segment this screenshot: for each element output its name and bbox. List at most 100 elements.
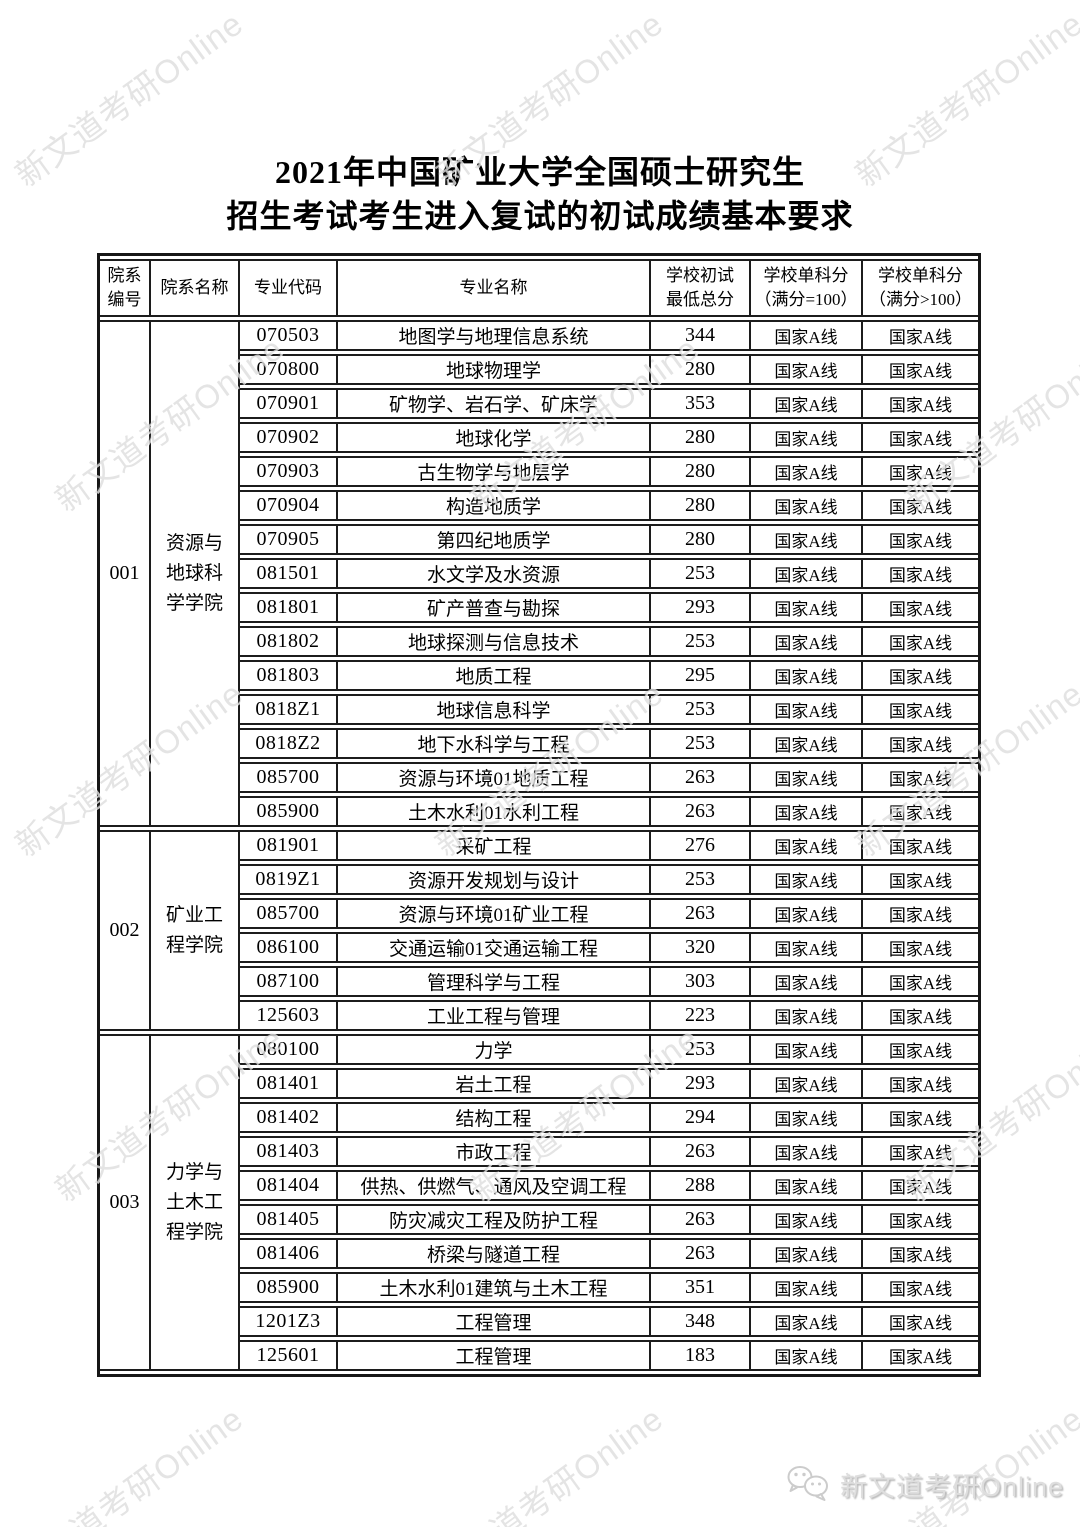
major-code-cell: 070904: [240, 490, 338, 521]
min-total-score-cell: 280: [651, 456, 751, 487]
major-name-cell: 资源开发规划与设计: [338, 864, 651, 895]
major-name-cell: 市政工程: [338, 1136, 651, 1167]
min-total-score-cell: 353: [651, 388, 751, 419]
single-subject-eq100-cell: 国家A线: [751, 490, 863, 521]
single-subject-eq100-cell: 国家A线: [751, 898, 863, 929]
table-row: 081801 矿产普查与勘探 293 国家A线 国家A线: [100, 592, 978, 623]
single-subject-gt100-cell: 国家A线: [863, 1272, 978, 1303]
table-row: 1201Z3 工程管理 348 国家A线 国家A线: [100, 1306, 978, 1337]
major-code-cell: 081801: [240, 592, 338, 623]
single-subject-gt100-cell: 国家A线: [863, 864, 978, 895]
single-subject-gt100-cell: 国家A线: [863, 898, 978, 929]
single-subject-gt100-cell: 国家A线: [863, 1340, 978, 1371]
header-single-eq100: 学校单科分 （满分=100）: [751, 259, 863, 317]
single-subject-eq100-cell: 国家A线: [751, 830, 863, 861]
major-name-cell: 矿产普查与勘探: [338, 592, 651, 623]
single-subject-gt100-cell: 国家A线: [863, 1068, 978, 1099]
single-subject-eq100-cell: 国家A线: [751, 932, 863, 963]
single-subject-eq100-cell: 国家A线: [751, 1034, 863, 1065]
major-name-cell: 工程管理: [338, 1306, 651, 1337]
major-code-cell: 125601: [240, 1340, 338, 1371]
major-code-cell: 081404: [240, 1170, 338, 1201]
single-subject-eq100-cell: 国家A线: [751, 1272, 863, 1303]
min-total-score-cell: 293: [651, 1068, 751, 1099]
single-subject-eq100-cell: 国家A线: [751, 694, 863, 725]
min-total-score-cell: 253: [651, 626, 751, 657]
header-dept-name: 院系名称: [151, 259, 240, 317]
min-total-score-cell: 348: [651, 1306, 751, 1337]
single-subject-gt100-cell: 国家A线: [863, 626, 978, 657]
dept-name-cell: 资源与 地球科 学学院: [151, 320, 240, 827]
major-name-cell: 力学: [338, 1034, 651, 1065]
table-row: 081402 结构工程 294 国家A线 国家A线: [100, 1102, 978, 1133]
brand-footer: 新文道考研Online: [785, 1464, 1064, 1504]
major-name-cell: 工业工程与管理: [338, 1000, 651, 1031]
major-name-cell: 水文学及水资源: [338, 558, 651, 589]
table-row: 070902 地球化学 280 国家A线 国家A线: [100, 422, 978, 453]
single-subject-gt100-cell: 国家A线: [863, 830, 978, 861]
major-code-cell: 087100: [240, 966, 338, 997]
single-subject-eq100-cell: 国家A线: [751, 524, 863, 555]
single-subject-eq100-cell: 国家A线: [751, 1136, 863, 1167]
min-total-score-cell: 288: [651, 1170, 751, 1201]
major-name-cell: 矿物学、岩石学、矿床学: [338, 388, 651, 419]
min-total-score-cell: 253: [651, 558, 751, 589]
single-subject-eq100-cell: 国家A线: [751, 422, 863, 453]
major-name-cell: 交通运输01交通运输工程: [338, 932, 651, 963]
table-row: 081803 地质工程 295 国家A线 国家A线: [100, 660, 978, 691]
watermark-text: 新文道考研Online: [428, 1399, 670, 1527]
single-subject-eq100-cell: 国家A线: [751, 1170, 863, 1201]
major-name-cell: 土木水利01建筑与土木工程: [338, 1272, 651, 1303]
major-code-cell: 1201Z3: [240, 1306, 338, 1337]
dept-number-cell: 003: [100, 1034, 151, 1371]
single-subject-gt100-cell: 国家A线: [863, 1238, 978, 1269]
major-code-cell: 070905: [240, 524, 338, 555]
table-row: 002 矿业工 程学院 081901 采矿工程 276 国家A线 国家A线: [100, 830, 978, 1031]
single-subject-gt100-cell: 国家A线: [863, 1034, 978, 1065]
table-row: 085900 土木水利01水利工程 263 国家A线 国家A线: [100, 796, 978, 827]
min-total-score-cell: 295: [651, 660, 751, 691]
min-total-score-cell: 183: [651, 1340, 751, 1371]
min-total-score-cell: 263: [651, 1136, 751, 1167]
dept-name-cell: 矿业工 程学院: [151, 830, 240, 1031]
single-subject-eq100-cell: 国家A线: [751, 796, 863, 827]
major-name-cell: 供热、供燃气、通风及空调工程: [338, 1170, 651, 1201]
table-row: 085700 资源与环境01矿业工程 263 国家A线 国家A线: [100, 898, 978, 929]
single-subject-gt100-cell: 国家A线: [863, 1102, 978, 1133]
min-total-score-cell: 263: [651, 898, 751, 929]
single-subject-eq100-cell: 国家A线: [751, 626, 863, 657]
table-row: 070800 地球物理学 280 国家A线 国家A线: [100, 354, 978, 385]
watermark-text: 新文道考研Online: [848, 1399, 1080, 1527]
single-subject-gt100-cell: 国家A线: [863, 388, 978, 419]
watermark-text: 新文道考研Online: [8, 1399, 250, 1527]
table-row: 0818Z1 地球信息科学 253 国家A线 国家A线: [100, 694, 978, 725]
single-subject-eq100-cell: 国家A线: [751, 456, 863, 487]
single-subject-gt100-cell: 国家A线: [863, 762, 978, 793]
table-row: 003 力学与 土木工 程学院 080100 力学 253 国家A线 国家A线: [100, 1034, 978, 1371]
major-code-cell: 081405: [240, 1204, 338, 1235]
table-row: 0818Z2 地下水科学与工程 253 国家A线 国家A线: [100, 728, 978, 759]
dept-number-cell: 002: [100, 830, 151, 1031]
major-name-cell: 地质工程: [338, 660, 651, 691]
single-subject-eq100-cell: 国家A线: [751, 864, 863, 895]
min-total-score-cell: 276: [651, 830, 751, 861]
single-subject-gt100-cell: 国家A线: [863, 728, 978, 759]
table-header-row: 院系 编号 院系名称 专业代码 专业名称 学校初试 最低总分 学校单科分 （满分…: [100, 259, 978, 317]
major-code-cell: 125603: [240, 1000, 338, 1031]
min-total-score-cell: 351: [651, 1272, 751, 1303]
table-row: 086100 交通运输01交通运输工程 320 国家A线 国家A线: [100, 932, 978, 963]
min-total-score-cell: 344: [651, 320, 751, 351]
major-name-cell: 构造地质学: [338, 490, 651, 521]
major-name-cell: 古生物学与地层学: [338, 456, 651, 487]
min-total-score-cell: 280: [651, 354, 751, 385]
single-subject-eq100-cell: 国家A线: [751, 1204, 863, 1235]
min-total-score-cell: 293: [651, 592, 751, 623]
major-name-cell: 地球探测与信息技术: [338, 626, 651, 657]
major-code-cell: 080100: [240, 1034, 338, 1065]
major-code-cell: 081406: [240, 1238, 338, 1269]
single-subject-eq100-cell: 国家A线: [751, 558, 863, 589]
header-major-name: 专业名称: [338, 259, 651, 317]
dept-name-cell: 力学与 土木工 程学院: [151, 1034, 240, 1371]
table-row: 081406 桥梁与隧道工程 263 国家A线 国家A线: [100, 1238, 978, 1269]
